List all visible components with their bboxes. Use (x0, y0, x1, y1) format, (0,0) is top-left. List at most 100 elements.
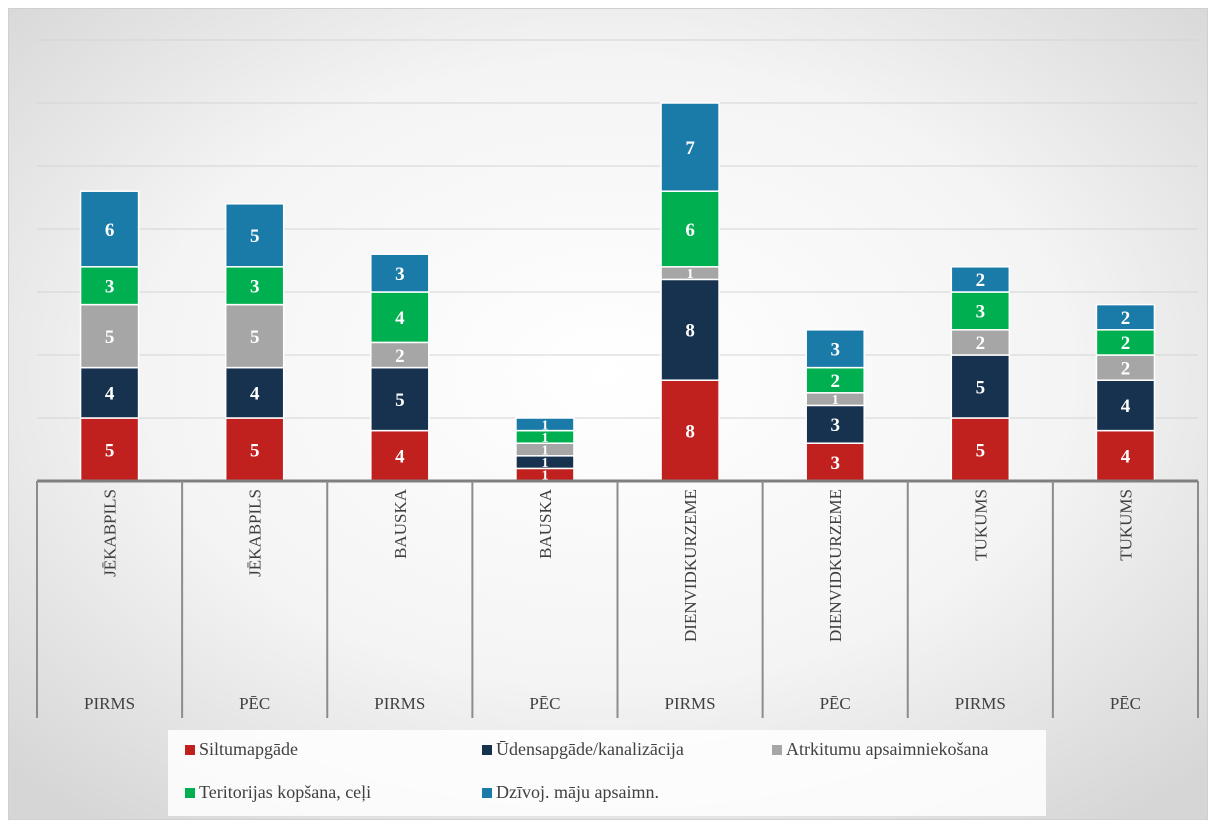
period-tick-label: PIRMS (955, 694, 1006, 713)
data-label: 3 (250, 277, 260, 298)
data-label: 4 (395, 308, 405, 329)
data-label: 2 (830, 371, 840, 392)
data-label: 2 (976, 333, 986, 354)
bar-segment (1095, 303, 1156, 331)
region-tick-label: BAUSKA (391, 488, 410, 559)
data-label: 6 (685, 220, 695, 241)
data-label: 3 (105, 277, 115, 298)
data-label: 5 (976, 440, 986, 461)
bar-segment (805, 329, 865, 369)
bar-segment (79, 303, 140, 369)
data-label: 5 (250, 440, 260, 461)
legend-swatch (482, 788, 492, 798)
bar-segment (224, 266, 285, 306)
period-tick-label: PĒC (1110, 694, 1141, 713)
data-label: 4 (105, 384, 115, 405)
data-label: 1 (541, 431, 548, 446)
bar-segment (660, 278, 720, 381)
region-tick-label: TUKUMS (1116, 489, 1135, 561)
legend-swatch (482, 745, 492, 755)
data-label: 5 (105, 327, 115, 348)
bar-segment (950, 291, 1011, 331)
data-label: 4 (1121, 396, 1131, 417)
bar-segment (805, 442, 865, 482)
data-label: 2 (395, 346, 405, 367)
data-label: 7 (685, 138, 695, 159)
bar-segment (1095, 429, 1156, 482)
bar-segment (224, 203, 285, 268)
region-tick-label: JĒKABPILS (246, 489, 265, 577)
data-label: 4 (250, 384, 260, 405)
data-label: 3 (976, 302, 986, 323)
data-label: 1 (832, 393, 839, 408)
legend-swatch (772, 745, 782, 755)
bar-segment (660, 102, 720, 192)
data-label: 6 (105, 220, 115, 241)
bar-segment (79, 366, 140, 419)
data-label: 2 (976, 270, 986, 291)
data-label: 3 (830, 340, 840, 361)
bar-segment (1095, 354, 1156, 381)
data-label: 8 (685, 321, 695, 342)
legend-swatch (185, 745, 195, 755)
data-label: 1 (541, 444, 548, 459)
gridlines (37, 39, 1198, 419)
legend-swatch (185, 788, 195, 798)
period-tick-label: PĒC (529, 694, 560, 713)
bar-segment (660, 190, 720, 268)
bar-segment (370, 341, 430, 369)
data-label: 5 (105, 440, 115, 461)
region-tick-label: BAUSKA (536, 488, 555, 559)
data-label: 2 (1121, 308, 1131, 329)
bar-segment (370, 366, 430, 432)
region-tick-label: DIENVIDKURZEME (826, 489, 845, 642)
data-label: 1 (541, 418, 548, 433)
bar-segment (515, 417, 575, 432)
bar-segment (1095, 329, 1156, 356)
data-label: 1 (541, 456, 548, 471)
category-axis: JĒKABPILS PIRMS JĒKABPILS PĒC BAUSKA PIRMS BAU… (36, 479, 1199, 718)
period-tick-label: PIRMS (665, 694, 716, 713)
data-label: 3 (395, 264, 405, 285)
bar-segment (79, 190, 140, 268)
data-label: 5 (250, 226, 260, 247)
bar-segment (79, 266, 140, 306)
data-label: 1 (541, 469, 548, 484)
bar-segment (224, 366, 285, 419)
legend-entry: Ūdensapgāde/kanalizācija (496, 739, 684, 759)
bar-segment (79, 417, 140, 482)
bar-segment (950, 266, 1011, 293)
data-label: 8 (685, 421, 695, 442)
legend-entry: Siltumapgāde (199, 739, 298, 759)
bar-segment (224, 417, 285, 482)
data-label: 4 (1121, 447, 1131, 468)
bar-segment (370, 429, 430, 482)
data-label: 2 (1121, 358, 1131, 379)
bar-segment (950, 354, 1011, 419)
legend-box (168, 730, 1046, 816)
data-label: 2 (1121, 333, 1131, 354)
data-label: 3 (830, 415, 840, 436)
data-label: 5 (250, 327, 260, 348)
period-tick-label: PIRMS (84, 694, 135, 713)
legend-entry: Teritorijas kopšana, ceļi (199, 782, 371, 802)
data-label: 3 (830, 453, 840, 474)
legend-entry: Dzīvoj. māju apsaimn. (496, 782, 659, 802)
period-tick-label: PĒC (820, 694, 851, 713)
legend: Siltumapgāde Ūdensapgāde/kanalizācija Atrk… (168, 730, 1046, 816)
bar-segment (370, 253, 430, 293)
data-label: 5 (976, 377, 986, 398)
period-tick-label: PĒC (239, 694, 270, 713)
bar-segment (660, 379, 720, 482)
bar-segment (224, 303, 285, 369)
data-label: 4 (395, 447, 405, 468)
legend-entry: Atrkitumu apsaimniekošana (786, 739, 988, 759)
data-label: 1 (687, 267, 694, 282)
region-tick-label: JĒKABPILS (101, 489, 120, 577)
region-tick-label: TUKUMS (971, 489, 990, 561)
data-label: 5 (395, 390, 405, 411)
region-tick-label: DIENVIDKURZEME (681, 489, 700, 642)
period-tick-label: PIRMS (374, 694, 425, 713)
